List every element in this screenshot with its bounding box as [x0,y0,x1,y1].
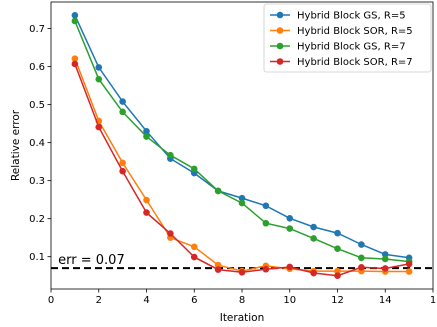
data-point [95,64,103,71]
data-point [334,267,341,275]
legend: Hybrid Block GS, R=5 Hybrid Block SOR, R=… [263,3,432,73]
y-tick-label: 0.4 [29,138,45,149]
y-tick-label: 0.6 [29,62,45,73]
data-point [190,165,198,173]
data-point [143,209,150,216]
data-point [334,229,341,237]
data-point [381,251,389,258]
x-tick-label: 4 [143,295,149,306]
legend-item: Hybrid Block SOR, R=5 [270,26,413,37]
legend-item: Hybrid Block GS, R=7 [270,42,406,53]
y-axis-label: Relative error [10,109,22,181]
legend-label: Hybrid Block SOR, R=7 [297,57,413,68]
legend-label: Hybrid Block GS, R=5 [297,11,406,22]
legend-marker [276,27,284,34]
data-point [286,225,294,232]
data-point [119,108,126,116]
series-4 [71,60,413,279]
x-axis-label: Iteration [220,312,265,324]
legend-marker [276,58,284,65]
data-point [190,243,198,251]
y-tick-label: 0.1 [29,252,45,263]
data-point [143,196,150,204]
y-tick-label: 0.5 [29,100,45,111]
data-point [334,272,341,279]
data-point [405,260,413,268]
data-point [381,255,389,263]
legend-label: Hybrid Block SOR, R=5 [297,26,413,37]
data-point [262,219,270,227]
legend-marker [276,11,284,19]
data-point [214,261,222,269]
legend-marker [276,42,284,50]
y-tick-label: 0.7 [29,24,45,35]
annotation-label: err = 0.07 [58,253,125,268]
data-point [167,230,174,237]
data-point [143,133,150,140]
data-point [310,269,317,277]
x-tick-label: 12 [331,295,344,306]
x-tick-label: 8 [239,295,245,306]
data-point [405,268,413,275]
legend-item: Hybrid Block GS, R=5 [270,11,406,22]
x-tick-label: 6 [191,295,197,306]
y-tick-label: 0.2 [29,214,45,225]
x-tick-label: 14 [379,295,392,306]
data-point [262,202,270,210]
data-point [310,223,317,231]
legend-label: Hybrid Block GS, R=7 [297,42,406,53]
legend-item: Hybrid Block SOR, R=7 [270,57,413,68]
data-point [358,241,365,248]
data-point [214,266,222,273]
data-point [71,60,79,68]
y-tick-label: 0.3 [29,176,45,187]
x-tick-label: 0 [48,295,54,306]
x-tick-label: 1 [430,295,436,306]
data-point [167,151,174,159]
data-point [119,98,126,105]
legend-box [263,3,432,73]
data-point [238,199,246,207]
data-point [238,194,246,202]
data-point [286,214,294,222]
data-point [71,12,79,19]
data-point [71,17,79,25]
x-tick-label: 2 [96,295,102,306]
data-point [286,263,294,271]
data-point [190,253,198,261]
data-point [238,268,246,276]
x-tick-label: 10 [283,295,296,306]
data-point [262,265,270,273]
data-point [310,235,317,242]
data-point [71,55,79,62]
data-point [334,245,341,253]
data-point [143,127,150,135]
data-point [119,159,126,167]
data-point [119,167,126,175]
data-point [95,123,103,131]
data-point [358,264,365,271]
data-point [358,254,365,262]
data-point [214,187,222,195]
data-point [381,265,389,272]
data-point [95,75,103,83]
